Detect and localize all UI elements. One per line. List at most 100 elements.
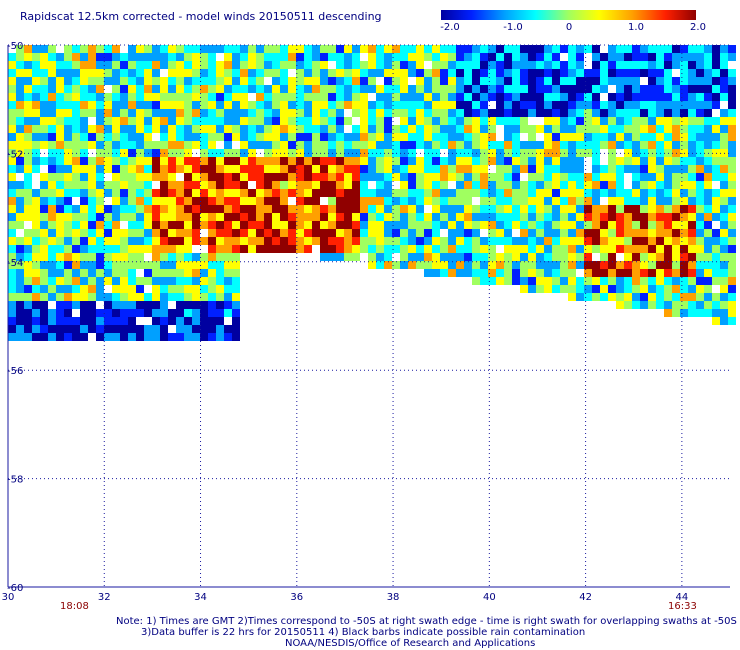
- swath-cell: [216, 157, 224, 165]
- swath-cell: [200, 317, 208, 325]
- swath-cell: [120, 277, 128, 285]
- swath-cell: [104, 117, 112, 125]
- swath-cell: [24, 285, 32, 293]
- swath-cell: [48, 277, 56, 285]
- swath-cell: [712, 269, 720, 277]
- swath-cell: [136, 245, 144, 253]
- swath-cell: [592, 93, 600, 101]
- swath-cell: [240, 125, 248, 133]
- swath-cell: [320, 253, 328, 261]
- swath-cell: [464, 181, 472, 189]
- swath-cell: [512, 133, 520, 141]
- swath-cell: [176, 229, 184, 237]
- swath-cell: [224, 197, 232, 205]
- swath-cell: [352, 157, 360, 165]
- swath-cell: [712, 261, 720, 269]
- swath-cell: [728, 149, 736, 157]
- swath-cell: [536, 269, 544, 277]
- swath-cell: [16, 309, 24, 317]
- swath-cell: [568, 221, 576, 229]
- swath-cell: [136, 85, 144, 93]
- swath-cell: [104, 245, 112, 253]
- swath-cell: [240, 85, 248, 93]
- swath-cell: [16, 269, 24, 277]
- swath-cell: [56, 221, 64, 229]
- swath-cell: [264, 213, 272, 221]
- swath-cell: [640, 117, 648, 125]
- swath-cell: [272, 229, 280, 237]
- swath-cell: [304, 85, 312, 93]
- swath-cell: [632, 293, 640, 301]
- swath-cell: [320, 221, 328, 229]
- swath-cell: [256, 229, 264, 237]
- swath-cell: [16, 213, 24, 221]
- swath-cell: [696, 293, 704, 301]
- swath-cell: [56, 301, 64, 309]
- swath-cell: [112, 117, 120, 125]
- swath-cell: [576, 45, 584, 53]
- swath-cell: [552, 69, 560, 77]
- swath-cell: [80, 125, 88, 133]
- swath-cell: [728, 85, 736, 93]
- swath-cell: [64, 77, 72, 85]
- swath-cell: [264, 157, 272, 165]
- swath-cell: [560, 101, 568, 109]
- swath-cell: [328, 93, 336, 101]
- swath-cell: [32, 157, 40, 165]
- swath-cell: [16, 165, 24, 173]
- swath-cell: [488, 229, 496, 237]
- swath-cell: [696, 237, 704, 245]
- swath-cell: [128, 261, 136, 269]
- swath-cell: [96, 245, 104, 253]
- swath-cell: [176, 109, 184, 117]
- swath-cell: [168, 181, 176, 189]
- swath-cell: [680, 181, 688, 189]
- swath-cell: [544, 197, 552, 205]
- swath-cell: [528, 277, 536, 285]
- swath-cell: [88, 325, 96, 333]
- swath-cell: [328, 205, 336, 213]
- swath-cell: [536, 173, 544, 181]
- swath-cell: [624, 253, 632, 261]
- swath-cell: [344, 237, 352, 245]
- swath-cell: [600, 181, 608, 189]
- swath-cell: [232, 197, 240, 205]
- swath-cell: [728, 245, 736, 253]
- swath-cell: [16, 317, 24, 325]
- swath-cell: [632, 53, 640, 61]
- swath-cell: [696, 269, 704, 277]
- swath-cell: [32, 53, 40, 61]
- swath-cell: [440, 45, 448, 53]
- swath-cell: [656, 197, 664, 205]
- swath-cell: [384, 205, 392, 213]
- swath-cell: [544, 125, 552, 133]
- swath-cell: [728, 53, 736, 61]
- swath-cell: [232, 237, 240, 245]
- swath-cell: [112, 205, 120, 213]
- swath-cell: [160, 61, 168, 69]
- swath-cell: [88, 141, 96, 149]
- swath-cell: [440, 205, 448, 213]
- latitude-label: -52: [7, 149, 23, 160]
- swath-cell: [176, 221, 184, 229]
- swath-cell: [520, 141, 528, 149]
- swath-cell: [232, 125, 240, 133]
- swath-cell: [40, 269, 48, 277]
- swath-cell: [232, 309, 240, 317]
- swath-cell: [360, 181, 368, 189]
- swath-cell: [632, 117, 640, 125]
- swath-cell: [232, 85, 240, 93]
- swath-cell: [240, 173, 248, 181]
- swath-cell: [512, 53, 520, 61]
- swath-cell: [248, 61, 256, 69]
- swath-cell: [696, 229, 704, 237]
- swath-cell: [408, 189, 416, 197]
- swath-cell: [280, 101, 288, 109]
- swath-cell: [312, 229, 320, 237]
- swath-cell: [536, 253, 544, 261]
- swath-cell: [640, 197, 648, 205]
- swath-cell: [216, 301, 224, 309]
- swath-cell: [360, 229, 368, 237]
- swath-cell: [248, 245, 256, 253]
- swath-cell: [104, 141, 112, 149]
